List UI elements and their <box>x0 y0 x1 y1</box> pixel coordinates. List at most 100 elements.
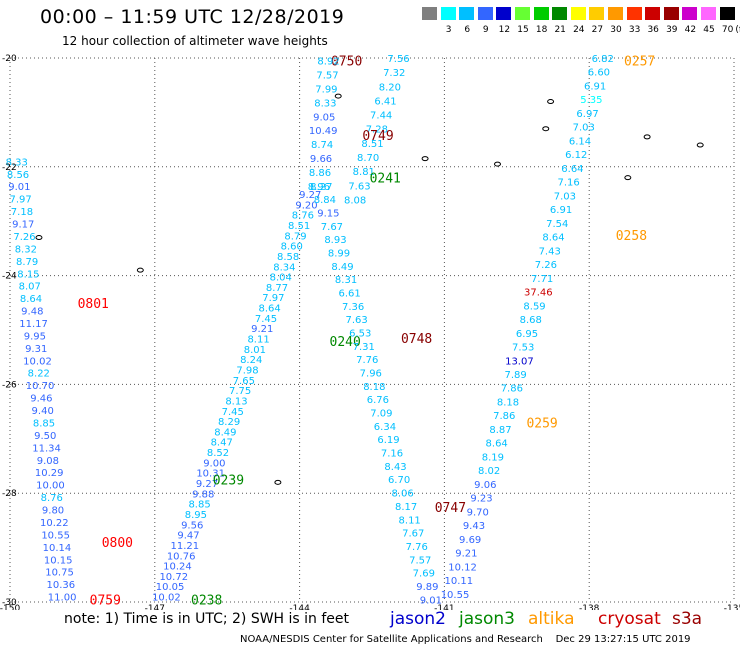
legend-altika: altika <box>528 609 575 629</box>
wave-height-value: 10.36 <box>47 580 76 591</box>
lon-tick-label: -141 <box>434 604 454 610</box>
wave-height-value: 6.64 <box>561 164 583 175</box>
wave-height-value: 7.63 <box>346 315 368 326</box>
wave-height-value: 8.85 <box>33 418 55 429</box>
wave-height-value: 9.20 <box>295 200 317 211</box>
wave-height-value: 7.53 <box>512 343 534 354</box>
lat-lon-grid <box>9 57 735 603</box>
wave-height-value: 7.65 <box>233 376 255 387</box>
wave-height-value: 7.28 <box>366 125 388 136</box>
wave-height-value: 7.03 <box>554 191 576 202</box>
map-title: 00:00 – 11:59 UTC 12/28/2019 <box>40 6 345 28</box>
wave-height-value: 7.31 <box>353 342 375 353</box>
wave-height-value: 8.87 <box>489 425 511 436</box>
source-footer: NOAA/NESDIS Center for Satellite Applica… <box>240 634 691 645</box>
lat-tick-label: -30 <box>2 598 17 608</box>
wave-height-value: 7.75 <box>229 386 251 397</box>
lon-tick-label: -144 <box>289 604 310 610</box>
track-t0239: 0239 <box>213 474 244 489</box>
track-t0241: 8.92 7.57 7.99 8.33 9.05 10.49 8.74 9.66 8.86 8.9… <box>308 57 401 193</box>
color-swatch <box>682 7 698 20</box>
color-swatch <box>701 7 716 20</box>
color-swatch <box>440 7 456 20</box>
wave-height-value: 6.76 <box>367 395 389 406</box>
pass-time-label: 0759 <box>90 593 121 608</box>
wave-height-value: 7.69 <box>413 569 435 580</box>
wave-height-value: 6.19 <box>377 435 399 446</box>
color-swatch <box>719 7 735 20</box>
wave-height-value: 9.08 <box>37 456 59 467</box>
wave-height-value: 7.67 <box>321 222 343 233</box>
wave-height-value: 7.16 <box>557 178 579 189</box>
wave-height-value: 11.00 <box>48 593 77 604</box>
pass-time-label: 0749 <box>362 129 393 144</box>
wave-height-value: 8.33 <box>314 98 336 109</box>
color-swatch <box>645 7 661 20</box>
wave-height-value: 6.82 <box>592 54 614 65</box>
island-outline <box>334 93 342 99</box>
color-swatch <box>477 7 493 20</box>
lon-tick-label: -138 <box>579 604 600 610</box>
pass-time-label: 0239 <box>213 474 244 489</box>
track-t0800: 0800 <box>102 536 133 551</box>
wave-height-value: 7.26 <box>535 260 557 271</box>
wave-height-value: 6.91 <box>584 81 606 92</box>
wave-height-value: 8.49 <box>331 262 353 273</box>
wave-height-value: 8.99 <box>328 249 350 260</box>
wave-height-value: 10.70 <box>26 381 55 392</box>
islands-layer <box>35 93 704 485</box>
pass-time-label: 0747 <box>435 501 466 516</box>
wave-height-value: 10.22 <box>40 518 69 529</box>
wave-height-value: 9.06 <box>474 480 496 491</box>
color-scale-unit: (ft) <box>735 25 740 35</box>
wave-height-value: 10.55 <box>41 530 70 541</box>
color-scale-tick: 9 <box>482 25 489 35</box>
legend-jason2: jason2 <box>390 609 446 629</box>
lat-tick-label: -22 <box>2 163 17 173</box>
wave-height-value: 8.18 <box>363 382 385 393</box>
wave-height-value: 7.63 <box>348 181 370 192</box>
wave-height-value: 8.20 <box>379 82 401 93</box>
legend-cryosat: cryosat <box>598 609 661 629</box>
track-t0257: 6.82 6.60 6.91 5.35 6.97 7.03 6.14 6.12 6.64 7.16… <box>441 54 656 601</box>
lat-tick-label: -26 <box>2 380 17 390</box>
wave-height-value: 7.54 <box>546 219 568 230</box>
island-outline <box>643 134 651 140</box>
wave-height-value: 9.15 <box>317 209 339 220</box>
wave-height-value: 7.76 <box>356 355 378 366</box>
color-scale-tick: 33 <box>628 25 641 35</box>
wave-height-value: 8.76 <box>292 211 314 222</box>
wave-height-value: 10.02 <box>152 593 181 604</box>
color-scale-tick: 24 <box>573 25 585 35</box>
wave-height-value: 6.34 <box>374 422 396 433</box>
wave-height-value: 8.31 <box>335 275 357 286</box>
wave-height-value: 7.45 <box>222 407 244 418</box>
wave-height-value: 9.88 <box>192 489 214 500</box>
track-t0801: 8.33 8.569.01 7.977.18 9.177.268.32 8.798.15… <box>6 157 109 603</box>
wave-height-value: 9.17 <box>12 220 34 231</box>
wave-height-value: 8.11 <box>399 515 421 526</box>
wave-height-value: 8.64 <box>20 294 42 305</box>
pass-time-label: 0257 <box>624 55 655 70</box>
wave-height-value: 9.27 <box>196 479 218 490</box>
color-scale-tick: 12 <box>498 25 511 35</box>
wave-height-value: 7.89 <box>504 370 526 381</box>
track-t0259: 0259 <box>526 416 557 431</box>
color-scale-tick: 27 <box>591 25 604 35</box>
color-swatch <box>459 7 475 20</box>
pass-time-label: 0800 <box>102 536 133 551</box>
wave-height-value: 9.70 <box>467 507 489 518</box>
wave-height-value: 9.50 <box>34 431 56 442</box>
island-outline <box>421 156 429 162</box>
wave-height-value: 10.31 <box>196 469 225 480</box>
color-scale-tick: 42 <box>684 25 697 35</box>
wave-height-value: 8.08 <box>344 195 366 206</box>
wave-height-value: 6.91 <box>550 205 572 216</box>
wave-height-value: 8.76 <box>41 493 63 504</box>
legend-s3a: s3a <box>672 609 703 629</box>
wave-height-value: 7.57 <box>316 71 338 82</box>
wave-height-value: 8.84 <box>314 195 336 206</box>
wave-height-value: 6.97 <box>576 109 598 120</box>
wave-height-value: 9.21 <box>251 324 273 335</box>
units-note: note: 1) Time is in UTC; 2) SWH is in fe… <box>64 611 350 627</box>
